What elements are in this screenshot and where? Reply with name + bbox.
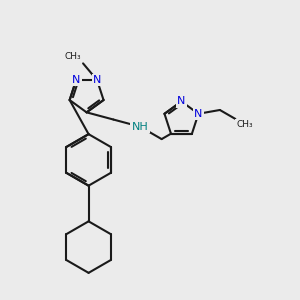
Text: N: N xyxy=(177,96,186,106)
Text: N: N xyxy=(194,109,202,119)
Text: N: N xyxy=(72,75,80,85)
Text: N: N xyxy=(93,75,101,85)
Text: NH: NH xyxy=(132,122,148,132)
Text: CH₃: CH₃ xyxy=(64,52,81,62)
Text: CH₃: CH₃ xyxy=(236,120,253,129)
